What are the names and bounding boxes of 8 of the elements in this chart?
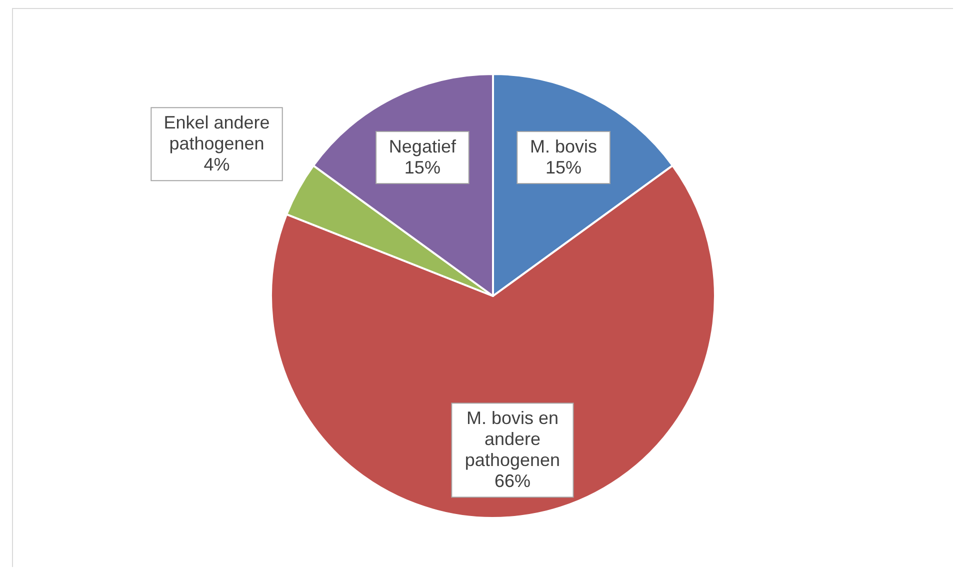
data-label: 15% xyxy=(546,158,582,178)
data-label: 15% xyxy=(404,158,440,178)
slice-label: Negatief xyxy=(388,136,457,157)
slice-label: M. bovis xyxy=(530,136,598,157)
data-label: 4% xyxy=(204,154,230,175)
slice-label: M. bovis en andere pathogenen xyxy=(464,408,560,470)
data-label: 66% xyxy=(494,471,530,492)
slice-label: Enkel andere pathogenen xyxy=(164,112,270,154)
